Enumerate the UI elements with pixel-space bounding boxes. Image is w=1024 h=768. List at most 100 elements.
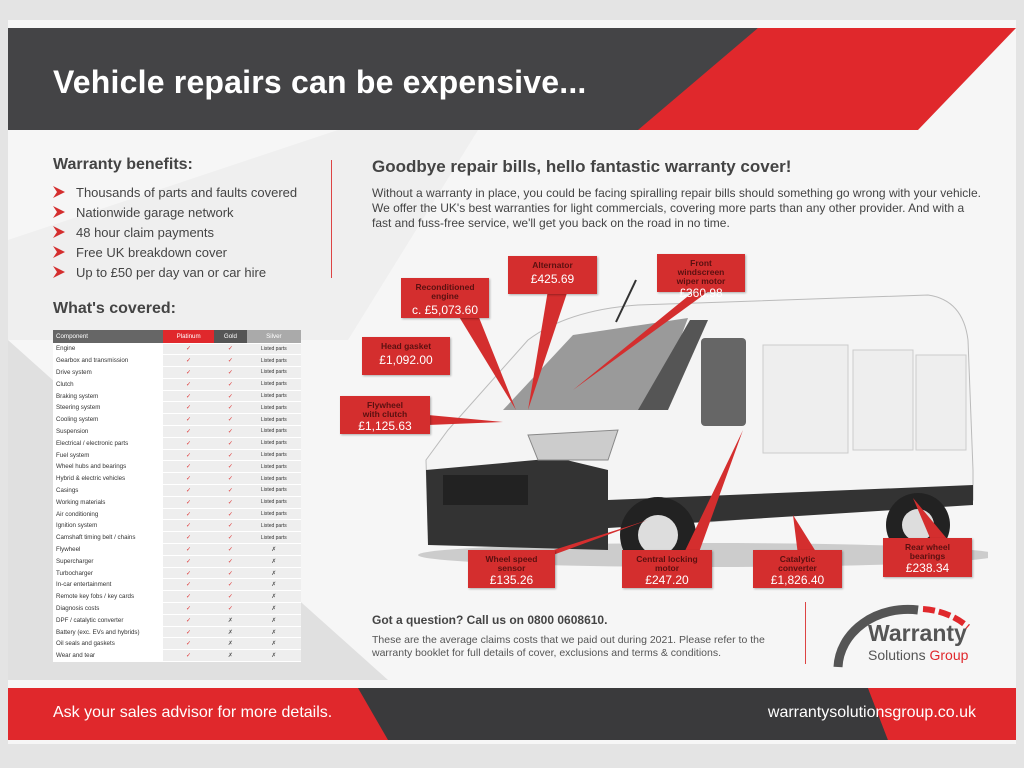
table-row: Working materials ✓ ✓ Listed parts: [53, 496, 301, 509]
silver-cell: Listed parts: [246, 460, 301, 474]
platinum-cell: ✓: [163, 578, 215, 592]
benefits-list: Thousands of parts and faults covered Na…: [53, 182, 297, 282]
table-row: Diagnosis costs ✓ ✓ ✗: [53, 602, 301, 615]
main-paragraph: Without a warranty in place, you could b…: [372, 186, 981, 230]
chevron-right-icon: [53, 186, 65, 198]
footer-advice: Ask your sales advisor for more details.: [53, 704, 333, 721]
table-row: Turbocharger ✓ ✓ ✗: [53, 567, 301, 580]
platinum-cell: ✓: [163, 508, 215, 521]
component-cell: DPF / catalytic converter: [53, 614, 163, 627]
gold-cell: ✓: [214, 484, 247, 497]
platinum-cell: ✓: [163, 602, 215, 615]
component-cell: Hybrid & electric vehicles: [53, 472, 163, 486]
component-cell: Wear and tear: [53, 649, 163, 663]
main-heading: Goodbye repair bills, hello fantastic wa…: [372, 157, 792, 176]
callout-catalytic-converter: Catalytic converter £1,826.40: [753, 550, 842, 588]
component-cell: Flywheel: [53, 543, 163, 556]
gold-cell: ✓: [214, 496, 247, 509]
flyer: Vehicle repairs can be expensive... Warr…: [8, 20, 1016, 744]
silver-cell: ✗: [246, 637, 301, 651]
table-row: Electrical / electronic parts ✓ ✓ Listed pa…: [53, 437, 301, 450]
covered-heading: What's covered:: [53, 300, 176, 317]
silver-cell: ✗: [246, 626, 301, 639]
silver-cell: Listed parts: [246, 378, 301, 391]
table-row: Gearbox and transmission ✓ ✓ Listed parts: [53, 354, 301, 368]
table-row: Ignition system ✓ ✓ Listed parts: [53, 519, 301, 533]
table-row: DPF / catalytic converter ✓ ✗ ✗: [53, 614, 301, 627]
chevron-right-icon: [53, 266, 65, 278]
callout-reconditioned-engine: Reconditioned engine c. £5,073.60: [401, 278, 489, 318]
contact-question: Got a question? Call us on 0800 0608610.: [372, 613, 608, 627]
gold-cell: ✓: [214, 602, 247, 615]
silver-cell: ✗: [246, 567, 301, 580]
platinum-cell: ✓: [163, 496, 215, 509]
table-row: Suspension ✓ ✓ Listed parts: [53, 425, 301, 438]
silver-cell: Listed parts: [246, 519, 301, 533]
component-cell: Supercharger: [53, 555, 163, 568]
callout-flywheel: Flywheel with clutch £1,125.63: [340, 396, 430, 434]
component-cell: Gearbox and transmission: [53, 354, 163, 368]
callout-head-gasket: Head gasket £1,092.00: [362, 337, 450, 375]
silver-cell: Listed parts: [246, 413, 301, 427]
platinum-cell: ✓: [163, 460, 215, 474]
platinum-cell: ✓: [163, 555, 215, 568]
platinum-cell: ✓: [163, 449, 215, 462]
component-cell: Fuel system: [53, 449, 163, 462]
silver-cell: Listed parts: [246, 390, 301, 403]
table-row: Camshaft timing belt / chains ✓ ✓ Listed pa…: [53, 531, 301, 545]
table-row: Flywheel ✓ ✓ ✗: [53, 543, 301, 556]
callout-rear-wheel-bearings: Rear wheel bearings £238.34: [883, 538, 972, 577]
silver-cell: ✗: [246, 649, 301, 663]
divider: [331, 160, 332, 278]
platinum-cell: ✓: [163, 590, 215, 604]
table-row: Supercharger ✓ ✓ ✗: [53, 555, 301, 568]
gold-cell: ✓: [214, 343, 247, 356]
gold-cell: ✓: [214, 401, 247, 415]
component-cell: Wheel hubs and bearings: [53, 460, 163, 474]
table-row: Air conditioning ✓ ✓ Listed parts: [53, 508, 301, 521]
table-row: Engine ✓ ✓ Listed parts: [53, 343, 301, 356]
gold-cell: ✓: [214, 555, 247, 568]
silver-cell: Listed parts: [246, 366, 301, 379]
silver-cell: Listed parts: [246, 531, 301, 545]
gold-cell: ✗: [214, 626, 247, 639]
table-row: Casings ✓ ✓ Listed parts: [53, 484, 301, 497]
silver-cell: Listed parts: [246, 354, 301, 368]
platinum-cell: ✓: [163, 626, 215, 639]
silver-cell: ✗: [246, 590, 301, 604]
chevron-right-icon: [53, 206, 65, 218]
gold-cell: ✓: [214, 590, 247, 604]
platinum-cell: ✓: [163, 343, 215, 356]
platinum-cell: ✓: [163, 637, 215, 651]
benefit-item: 48 hour claim payments: [53, 222, 297, 242]
component-cell: Remote key fobs / key cards: [53, 590, 163, 604]
component-cell: Braking system: [53, 390, 163, 403]
gold-cell: ✓: [214, 390, 247, 403]
component-cell: Diagnosis costs: [53, 602, 163, 615]
coverage-table: Component Platinum Gold Silver Engine ✓ ✓ L…: [53, 330, 301, 663]
component-cell: Cooling system: [53, 413, 163, 427]
platinum-cell: ✓: [163, 519, 215, 533]
table-row: Hybrid & electric vehicles ✓ ✓ Listed parts: [53, 472, 301, 486]
platinum-cell: ✓: [163, 649, 215, 663]
col-platinum: Platinum: [163, 330, 215, 344]
silver-cell: ✗: [246, 614, 301, 627]
gold-cell: ✓: [214, 437, 247, 450]
component-cell: Drive system: [53, 366, 163, 379]
footer-website[interactable]: warrantysolutionsgroup.co.uk: [767, 704, 976, 721]
component-cell: Engine: [53, 343, 163, 356]
gold-cell: ✓: [214, 378, 247, 391]
platinum-cell: ✓: [163, 614, 215, 627]
platinum-cell: ✓: [163, 531, 215, 545]
silver-cell: ✗: [246, 578, 301, 592]
platinum-cell: ✓: [163, 437, 215, 450]
table-row: Remote key fobs / key cards ✓ ✓ ✗: [53, 590, 301, 604]
silver-cell: Listed parts: [246, 401, 301, 415]
benefits-heading: Warranty benefits:: [53, 156, 193, 173]
claims-note: These are the average claims costs that …: [372, 634, 765, 659]
table-row: Clutch ✓ ✓ Listed parts: [53, 378, 301, 391]
silver-cell: ✗: [246, 602, 301, 615]
chevron-right-icon: [53, 226, 65, 238]
silver-cell: Listed parts: [246, 508, 301, 521]
table-row: Braking system ✓ ✓ Listed parts: [53, 390, 301, 403]
